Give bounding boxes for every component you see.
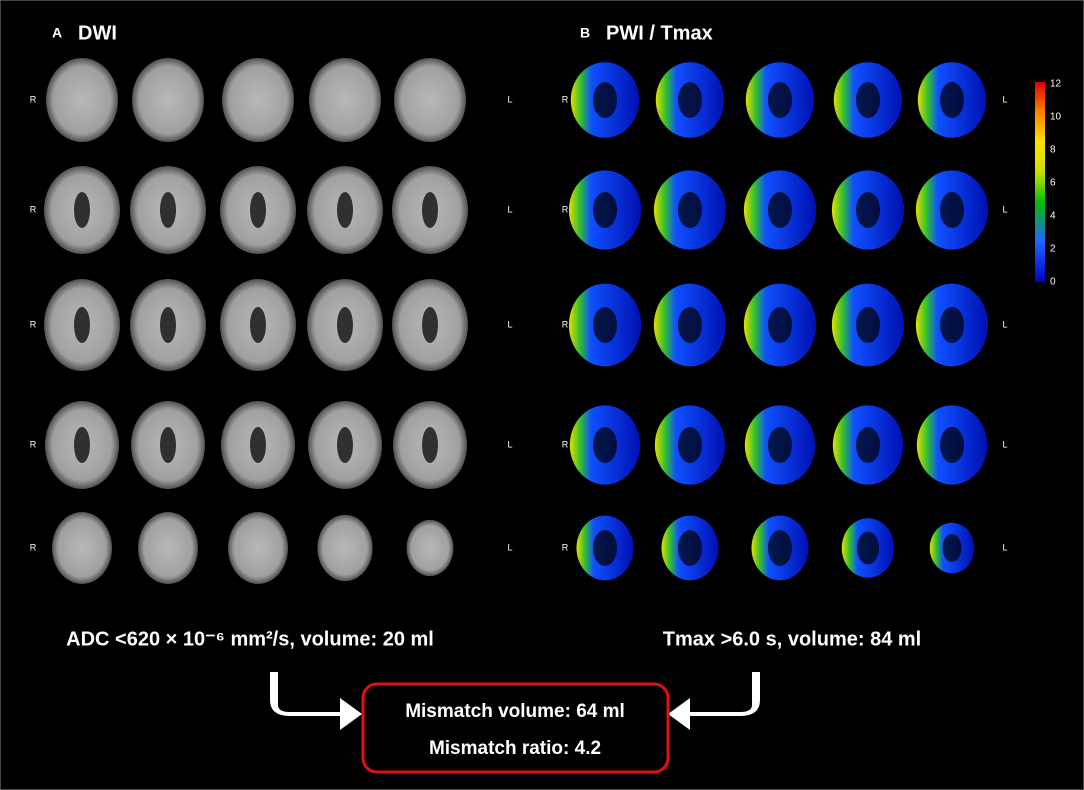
core [678,530,702,566]
side-label: R [30,439,37,449]
core [856,192,880,228]
core [768,307,792,343]
colorbar-tick: 12 [1050,79,1062,90]
ventricle [250,307,266,343]
caption: Tmax >6.0 s, volume: 84 ml [663,628,921,650]
core [940,192,964,228]
side-label: L [507,204,512,214]
brain-slice [138,512,198,584]
side-label: R [562,319,569,329]
ventricle [74,192,90,228]
side-label: R [562,94,569,104]
core [940,427,964,463]
side-label: R [562,439,569,449]
colorbar-tick: 4 [1050,211,1056,222]
ventricle [160,192,176,228]
brain-slice [132,58,204,142]
mismatch-box [361,682,670,774]
ventricle [422,307,438,343]
arrow [270,672,362,730]
core [768,427,792,463]
core [856,82,880,118]
core [768,530,792,566]
ventricle [74,427,90,463]
side-label: R [30,319,37,329]
core [678,307,702,343]
colorbar-tick: 10 [1050,112,1062,123]
side-label: R [30,542,37,552]
ventricle [337,307,353,343]
brain-slice [406,519,454,577]
core [940,307,964,343]
panel-letter: A [52,25,62,41]
brain-slice [394,58,466,142]
side-label: R [30,204,37,214]
core [678,82,702,118]
brain-slice [309,58,381,142]
core [593,307,617,343]
side-label: L [1002,204,1007,214]
core [856,427,880,463]
ventricle [74,307,90,343]
side-label: L [1002,319,1007,329]
ventricle [337,192,353,228]
panel-title: DWI [78,22,117,44]
brain-slice [52,512,112,584]
ventricle [337,427,353,463]
side-label: L [1002,439,1007,449]
core [593,530,617,566]
mismatch-ratio: Mismatch ratio: 4.2 [429,738,601,759]
core [856,531,880,565]
ventricle [160,307,176,343]
panel-letter: B [580,25,590,41]
ventricle [250,427,266,463]
side-label: R [562,204,569,214]
colorbar-tick: 2 [1050,244,1056,255]
side-label: R [562,542,569,552]
side-label: L [507,439,512,449]
brain-slice [228,512,288,584]
core [940,82,964,118]
brain-slice [317,514,373,582]
ventricle [422,427,438,463]
core [678,192,702,228]
ventricle [422,192,438,228]
colorbar-tick: 6 [1050,178,1056,189]
side-label: L [507,542,512,552]
core [768,192,792,228]
core [678,427,702,463]
side-label: L [1002,94,1007,104]
brain-slice [46,58,118,142]
side-label: L [1002,542,1007,552]
core [856,307,880,343]
ventricle [250,192,266,228]
mismatch-volume: Mismatch volume: 64 ml [405,701,625,722]
core [593,427,617,463]
side-label: L [507,319,512,329]
core [593,82,617,118]
core [768,82,792,118]
colorbar-tick: 0 [1050,277,1056,288]
ventricle [160,427,176,463]
panel-title: PWI / Tmax [606,22,713,44]
colorbar [1035,82,1045,282]
arrow [668,672,760,730]
side-label: R [30,94,37,104]
core [593,192,617,228]
colorbar-tick: 8 [1050,145,1056,156]
brain-slice [222,58,294,142]
caption: ADC <620 × 10⁻⁶ mm²/s, volume: 20 ml [66,628,434,650]
side-label: L [507,94,512,104]
core [942,533,962,563]
